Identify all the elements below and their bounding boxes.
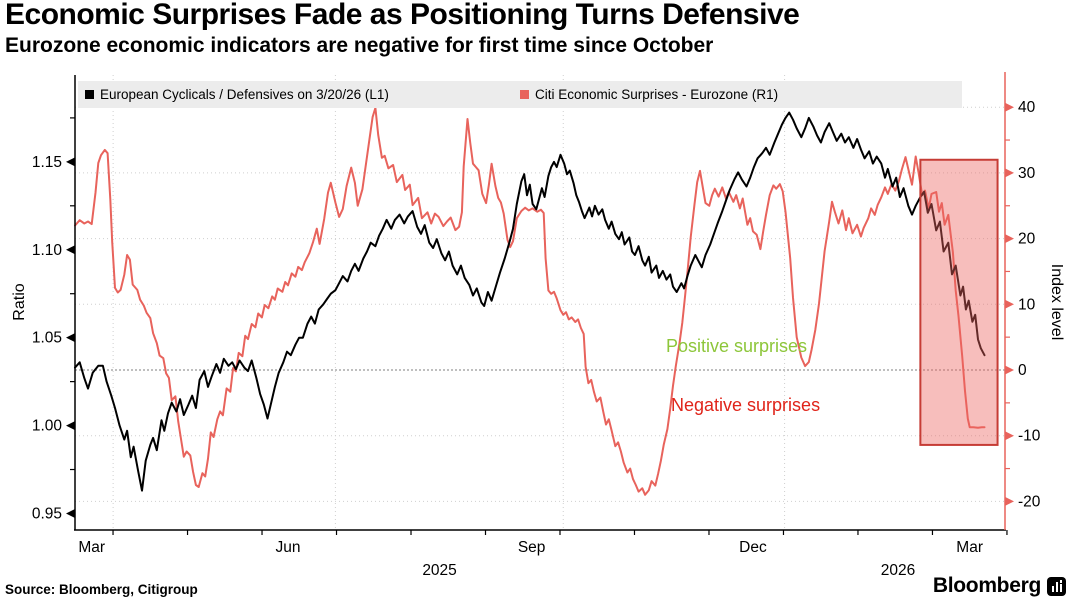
bloomberg-wordmark: Bloomberg [932, 574, 1041, 597]
black-series-swatch-icon [85, 90, 94, 99]
bloomberg-logo-icon [1047, 576, 1066, 596]
left-axis-title: Ratio [11, 283, 28, 321]
x-axis-month-label: Mar [78, 539, 105, 556]
right-axis-tick-label: -20 [1018, 493, 1041, 510]
page-title: Economic Surprises Fade as Positioning T… [5, 0, 800, 31]
x-axis-month-label: Dec [739, 539, 767, 556]
red-series-swatch-icon [520, 90, 529, 99]
legend-item-citi: Citi Economic Surprises - Eurozone (R1) [520, 81, 778, 108]
right-axis-tick-label: -10 [1018, 428, 1041, 445]
highlight-region [919, 158, 999, 446]
left-axis-tick-label: 1.15 [32, 154, 62, 171]
left-axis-tick-arrow-icon [66, 508, 75, 518]
page-subtitle: Eurozone economic indicators are negativ… [5, 34, 714, 57]
x-axis-month-label: Sep [518, 539, 546, 556]
right-axis-tick-label: 0 [1018, 362, 1027, 379]
left-axis-tick-label: 1.05 [32, 330, 62, 347]
negative-surprises-annotation: Negative surprises [671, 395, 821, 415]
right-axis-tick-label: 30 [1018, 165, 1036, 182]
x-axis-month-label: Jun [275, 539, 300, 556]
x-axis-year-label: 2026 [881, 562, 915, 579]
left-axis-tick-label: 0.95 [32, 505, 62, 522]
right-axis-tick-label: 10 [1018, 296, 1036, 313]
left-axis-tick-label: 1.10 [32, 242, 63, 259]
positive-surprises-annotation: Positive surprises [666, 336, 808, 356]
chart-legend: European Cyclicals / Defensives on 3/20/… [78, 81, 962, 108]
left-axis-tick-arrow-icon [66, 157, 75, 167]
legend-label-citi: Citi Economic Surprises - Eurozone (R1) [535, 87, 779, 102]
legend-label-cyclicals: European Cyclicals / Defensives on 3/20/… [100, 87, 389, 102]
left-axis-tick-label: 1.00 [32, 418, 63, 435]
x-axis-year-label: 2025 [422, 562, 456, 579]
left-axis-tick-arrow-icon [66, 421, 75, 431]
right-axis-tick-label: 40 [1018, 99, 1036, 116]
left-axis-tick-arrow-icon [66, 333, 75, 343]
legend-item-cyclicals: European Cyclicals / Defensives on 3/20/… [85, 81, 389, 108]
left-axis-tick-arrow-icon [66, 245, 75, 255]
right-axis-title: Index level [1048, 263, 1065, 341]
x-axis-month-label: Mar [956, 539, 983, 556]
source-credit: Source: Bloomberg, Citigroup [5, 582, 198, 597]
bloomberg-branding: Bloomberg [933, 574, 1066, 598]
series-line-citi-surprises [74, 106, 986, 496]
right-axis-tick-label: 20 [1018, 231, 1036, 248]
series-line-cyclicals-defensives [74, 111, 986, 492]
